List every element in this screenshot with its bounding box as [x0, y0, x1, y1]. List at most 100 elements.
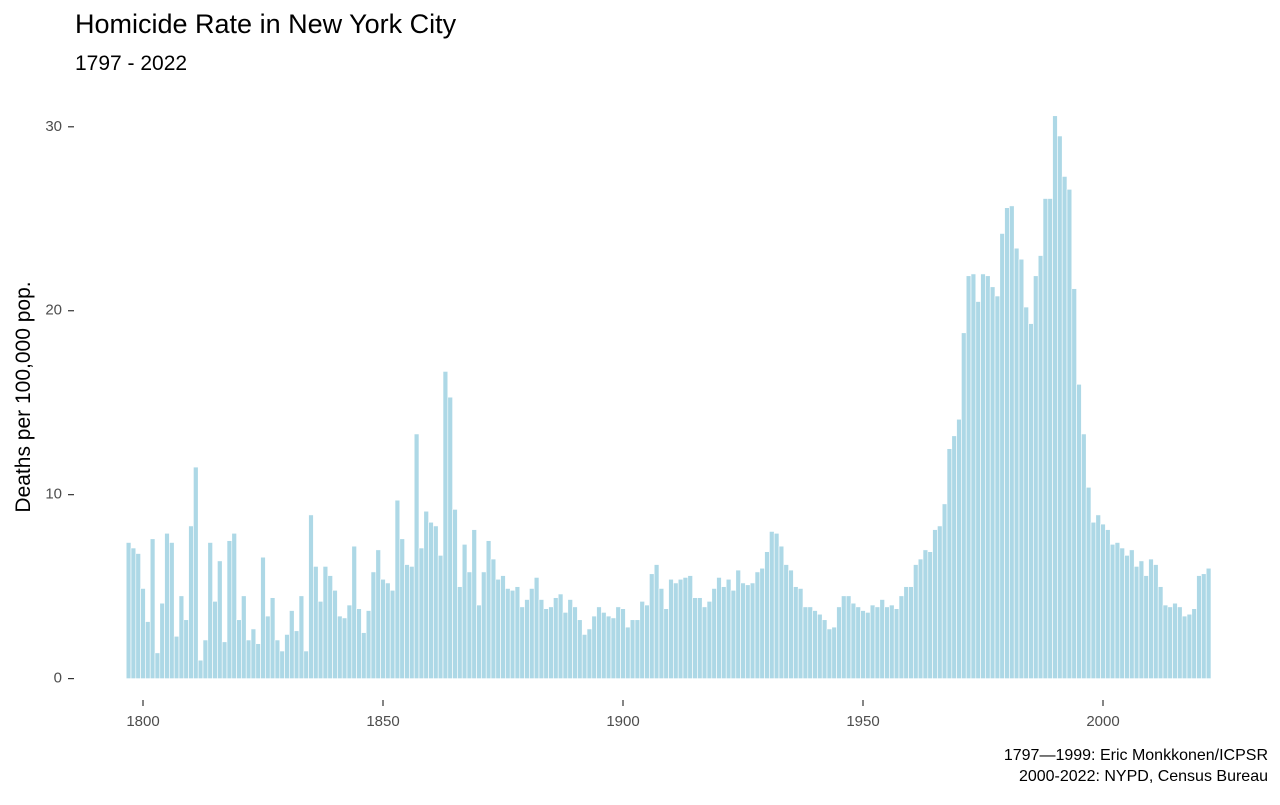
- bar: [447, 396, 453, 679]
- bar: [524, 599, 530, 679]
- bar: [1177, 606, 1183, 679]
- bar: [730, 590, 737, 679]
- bar: [346, 604, 353, 679]
- bar: [159, 602, 165, 679]
- bar: [1018, 258, 1025, 679]
- bar: [663, 608, 669, 679]
- bar: [1028, 323, 1034, 679]
- bar: [533, 577, 540, 679]
- bar: [1153, 564, 1159, 679]
- bar: [1157, 586, 1164, 679]
- bar: [562, 612, 569, 679]
- bar: [356, 608, 362, 679]
- bar: [701, 606, 708, 679]
- bar: [893, 608, 900, 679]
- bar: [692, 597, 698, 679]
- bar: [821, 619, 828, 679]
- bar: [130, 547, 137, 679]
- bar: [1172, 602, 1178, 679]
- bar: [308, 514, 314, 679]
- bar: [898, 595, 905, 679]
- bar: [740, 582, 746, 679]
- bar: [1167, 606, 1173, 679]
- bar: [289, 610, 295, 679]
- bar: [1201, 573, 1207, 679]
- bar: [404, 564, 410, 679]
- bar: [145, 621, 151, 679]
- bar: [217, 560, 223, 679]
- bar: [519, 606, 525, 679]
- bar: [457, 586, 463, 679]
- bar: [764, 551, 770, 679]
- bar: [836, 606, 842, 679]
- bar: [922, 549, 929, 679]
- bar: [941, 503, 948, 679]
- bar: [375, 549, 381, 679]
- bar: [481, 571, 487, 679]
- bar: [231, 532, 237, 679]
- bar: [193, 466, 199, 679]
- bar: [653, 564, 660, 679]
- bar: [1081, 433, 1087, 679]
- bar: [241, 595, 247, 679]
- chart-title: Homicide Rate in New York City: [75, 9, 457, 39]
- bar: [965, 275, 972, 679]
- bar: [1100, 523, 1106, 679]
- bar: [687, 575, 693, 679]
- bar: [932, 529, 938, 679]
- bar: [471, 529, 477, 679]
- bar: [1037, 255, 1044, 679]
- bar: [173, 635, 180, 679]
- bar: [1013, 247, 1020, 679]
- bar: [855, 606, 861, 679]
- bar: [442, 371, 449, 679]
- bar: [250, 628, 257, 679]
- bar: [1124, 555, 1130, 679]
- bar: [913, 564, 919, 679]
- bar: [989, 286, 996, 679]
- bar: [543, 608, 549, 679]
- bar: [135, 553, 141, 679]
- bar: [365, 610, 372, 679]
- bar: [956, 418, 962, 679]
- bar: [188, 525, 194, 679]
- bar: [788, 569, 794, 679]
- bar: [514, 586, 521, 679]
- bar: [884, 606, 890, 679]
- bar: [279, 650, 285, 679]
- bar: [255, 643, 261, 679]
- bar: [1009, 205, 1015, 679]
- bar: [1191, 608, 1197, 679]
- bar: [178, 595, 185, 679]
- bar: [1143, 575, 1149, 679]
- bar: [1076, 384, 1082, 679]
- bar: [1162, 604, 1169, 679]
- bar: [332, 590, 338, 679]
- bar: [553, 597, 559, 679]
- bar: [423, 510, 429, 679]
- bar: [538, 599, 545, 679]
- bar: [125, 542, 132, 679]
- bar: [812, 610, 818, 679]
- bar: [557, 593, 564, 679]
- bar: [495, 578, 501, 679]
- bar: [649, 573, 655, 679]
- bar: [1057, 135, 1063, 679]
- bar: [994, 295, 1001, 679]
- bar: [1052, 115, 1058, 679]
- bar: [476, 604, 482, 679]
- bar: [625, 626, 631, 679]
- bar: [548, 606, 554, 679]
- bar: [639, 601, 645, 679]
- bar: [850, 602, 857, 679]
- bar: [1119, 547, 1125, 679]
- bar: [399, 538, 405, 679]
- bar: [370, 571, 377, 679]
- bar: [874, 606, 881, 679]
- bar: [937, 525, 943, 679]
- bar: [265, 615, 271, 679]
- bar: [183, 619, 189, 679]
- y-tick-label: 10: [45, 486, 62, 503]
- bar: [1042, 198, 1049, 679]
